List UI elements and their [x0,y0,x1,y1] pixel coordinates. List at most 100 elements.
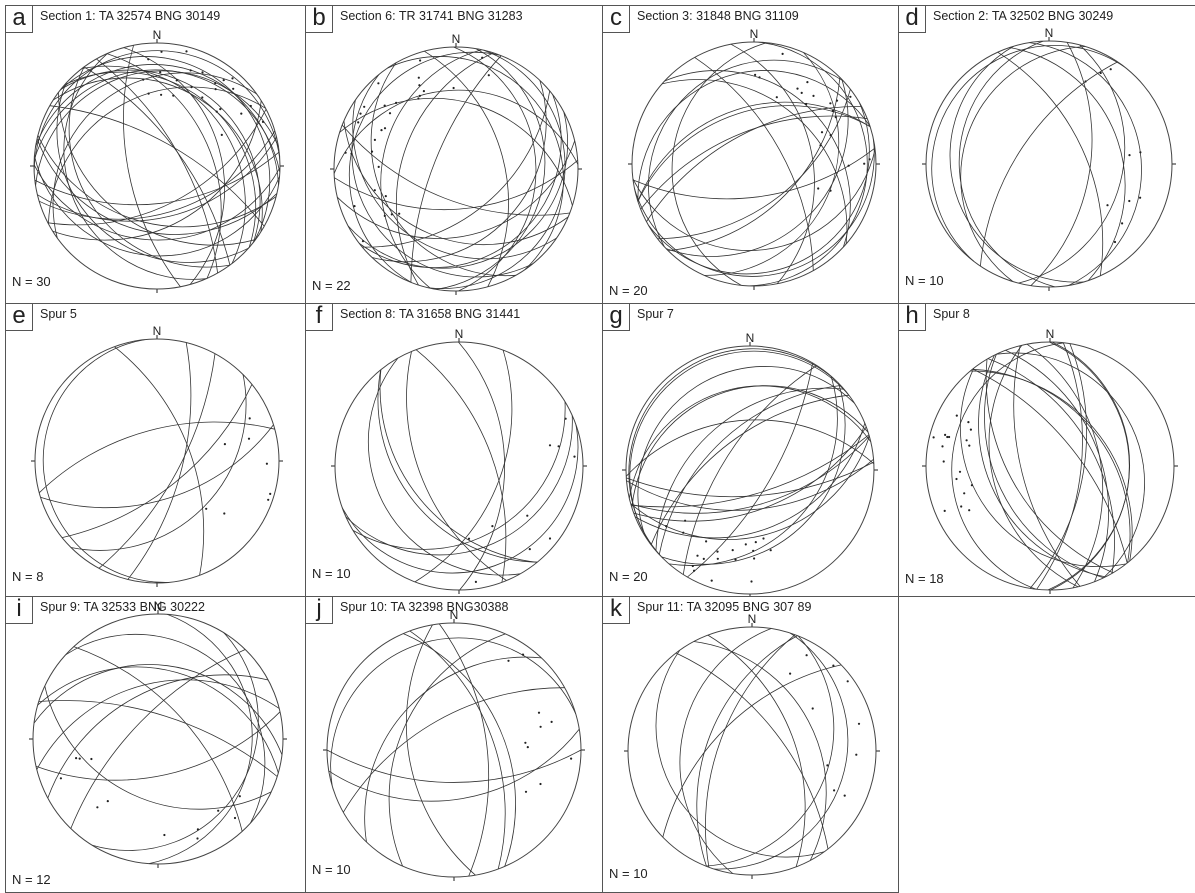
pole-point [1113,240,1117,244]
great-circle-plane [626,461,874,498]
great-circle-plane [341,424,579,574]
great-circle-plane [47,674,269,799]
great-circle-plane [997,51,1104,276]
great-circle-plane [960,367,1127,567]
pole-point [160,93,163,96]
great-circle-plane [978,354,1106,578]
pole-point [418,84,421,87]
n-count-label: N = 20 [609,283,648,298]
pole-point [491,525,494,528]
pole-point [716,557,719,560]
panel-letter: a [6,6,33,33]
pole-point [846,680,849,683]
panel-title: Spur 5 [40,307,77,321]
pole-point [106,800,109,803]
pole-point [474,580,477,583]
panel-title: Section 6: TR 31741 BNG 31283 [340,9,523,23]
great-circle-plane [367,357,521,576]
pole-point [955,477,958,481]
primitive-circle [334,341,584,591]
great-circle-plane [637,366,855,537]
pole-point [175,79,178,82]
north-label: N [455,327,464,341]
pole-point [238,795,241,798]
great-circle-plane [713,632,849,870]
pole-point [705,540,708,543]
pole-point [734,558,737,561]
great-circle-plane [34,164,280,241]
pole-point [160,50,163,53]
pole-point [528,548,531,551]
great-circle-plane [380,49,482,289]
pole-point [805,654,808,657]
great-circle-plane [35,64,279,186]
great-circle-plane [410,55,502,283]
pole-point [693,569,696,572]
pole-point [217,809,220,812]
pole-point [539,725,542,728]
great-circle-plane [92,632,259,851]
pole-point [833,789,836,792]
pole-point [944,433,947,436]
great-circle-plane [1036,342,1083,590]
great-circle-plane [637,101,871,202]
pole-point [829,189,832,192]
great-circle-plane [44,686,272,810]
great-circle-plane [64,71,256,248]
great-circle-plane [1009,47,1126,281]
pole-point [548,537,552,540]
great-circle-plane [730,43,815,285]
pole-point [550,720,553,723]
panel-letter: k [603,597,630,624]
pole-point [526,746,529,749]
panel-title: Spur 8 [933,307,970,321]
pole-point [847,164,850,167]
great-circle-plane [664,70,851,248]
primitive-circle [326,622,582,878]
great-circle-plane [33,664,283,756]
pole-point [78,757,81,760]
great-circle-plane [62,384,253,538]
great-circle-plane [98,353,216,569]
great-circle-plane [56,83,249,263]
pole-point [835,99,839,102]
pole-point [682,531,685,534]
panel-letter: b [306,6,333,33]
great-circle-plane [428,49,566,289]
great-circle-plane [337,140,576,239]
pole-point [261,120,265,123]
pole-point [196,828,199,831]
pole-point [507,659,510,662]
pole-point [753,557,756,560]
great-circle-plane [1013,345,1081,587]
great-circle-plane [352,99,557,260]
pole-point [684,519,687,522]
pole-point [201,71,204,74]
stereonet-g: N [622,331,878,596]
great-circle-plane [377,369,538,563]
pole-point [467,537,471,540]
n-count-label: N = 12 [12,872,51,887]
great-circle-plane [634,138,875,277]
great-circle-plane [34,151,280,206]
pole-point [805,102,808,106]
stereonet-a: N [30,28,284,293]
north-label: N [452,32,461,46]
panel-title: Spur 10: TA 32398 BNG30388 [340,600,509,614]
pole-point [1121,222,1124,225]
pole-point [384,195,387,198]
pole-point [868,158,871,161]
pole-point [750,580,753,583]
north-label: N [750,27,759,41]
north-label: N [1046,327,1055,341]
pole-point [1128,199,1131,203]
pole-point [380,129,383,132]
pole-point [564,417,567,420]
primitive-circle [627,626,877,876]
pole-point [932,436,935,439]
pole-point [754,73,757,76]
stereonet-b: N [330,32,582,295]
great-circle-plane [707,634,806,868]
